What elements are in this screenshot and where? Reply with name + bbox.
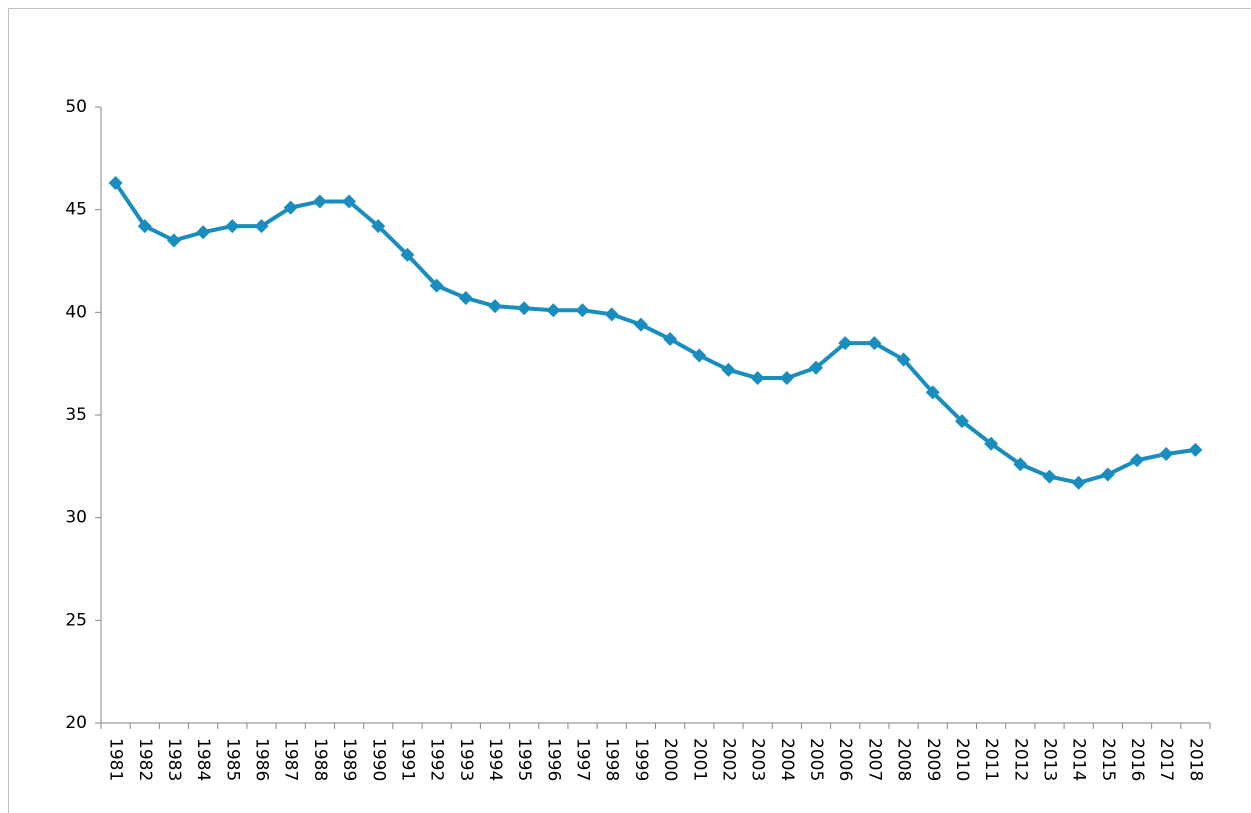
data-point bbox=[954, 414, 969, 429]
x-tick-label: 2012 bbox=[1010, 738, 1030, 781]
data-point bbox=[779, 371, 794, 386]
data-point bbox=[166, 233, 181, 248]
data-point bbox=[283, 200, 298, 215]
x-tick-label: 2016 bbox=[1127, 738, 1147, 781]
data-point bbox=[487, 299, 502, 314]
data-point bbox=[925, 385, 940, 400]
x-tick-label: 2004 bbox=[777, 738, 797, 781]
data-point bbox=[721, 362, 736, 377]
x-tick-label: 2006 bbox=[835, 738, 855, 781]
x-tick-label: 2009 bbox=[923, 738, 943, 781]
x-tick-label: 2002 bbox=[718, 738, 738, 781]
x-tick-label: 1988 bbox=[310, 738, 330, 781]
x-tick-label: 2000 bbox=[660, 738, 680, 781]
data-point bbox=[1130, 453, 1145, 468]
data-point bbox=[137, 219, 152, 234]
data-point bbox=[692, 348, 707, 363]
x-tick-label: 1998 bbox=[602, 738, 622, 781]
data-point bbox=[400, 247, 415, 262]
data-point bbox=[225, 219, 240, 234]
x-tick-label: 2001 bbox=[689, 738, 709, 781]
x-tick-label: 2017 bbox=[1156, 738, 1176, 781]
data-point bbox=[896, 352, 911, 367]
y-tick-label: 35 bbox=[65, 405, 87, 425]
x-tick-label: 1989 bbox=[339, 738, 359, 781]
x-tick-label: 1993 bbox=[456, 738, 476, 781]
data-point bbox=[342, 194, 357, 209]
data-point bbox=[517, 301, 532, 316]
data-point bbox=[809, 360, 824, 375]
data-point bbox=[838, 336, 853, 351]
data-point bbox=[663, 332, 678, 347]
data-point bbox=[604, 307, 619, 322]
data-point bbox=[984, 436, 999, 451]
data-point bbox=[546, 303, 561, 318]
data-point bbox=[196, 225, 211, 240]
data-line bbox=[113, 181, 1196, 485]
y-tick-label: 20 bbox=[65, 713, 87, 733]
x-tick-label: 1995 bbox=[514, 738, 534, 781]
data-point bbox=[867, 336, 882, 351]
chart-frame bbox=[8, 8, 1251, 813]
data-point bbox=[1071, 475, 1086, 490]
x-tick-label: 1981 bbox=[106, 738, 126, 781]
data-point bbox=[1188, 442, 1203, 457]
x-tick-label: 1996 bbox=[543, 738, 563, 781]
y-tick-label: 30 bbox=[65, 508, 87, 528]
data-point bbox=[458, 290, 473, 305]
x-tick-label: 2011 bbox=[981, 738, 1001, 781]
x-tick-label: 1986 bbox=[252, 738, 272, 781]
x-tick-label: 1987 bbox=[281, 738, 301, 781]
y-tick-label: 40 bbox=[65, 302, 87, 322]
x-tick-label: 2010 bbox=[952, 738, 972, 781]
y-tick-label: 50 bbox=[65, 97, 87, 117]
x-tick-label: 2018 bbox=[1185, 738, 1205, 781]
data-point bbox=[1159, 447, 1174, 462]
x-tick-label: 2014 bbox=[1069, 738, 1089, 781]
x-tick-label: 1982 bbox=[135, 738, 155, 781]
x-tick-label: 2015 bbox=[1098, 738, 1118, 781]
data-point bbox=[312, 194, 327, 209]
data-point bbox=[429, 278, 444, 293]
x-tick-label: 1984 bbox=[193, 738, 213, 781]
data-point bbox=[575, 303, 590, 318]
x-tick-label: 1991 bbox=[397, 738, 417, 781]
y-tick-label: 25 bbox=[65, 610, 87, 630]
x-tick-label: 2003 bbox=[748, 738, 768, 781]
data-point bbox=[1013, 457, 1028, 472]
data-point bbox=[1042, 469, 1057, 484]
x-tick-label: 2008 bbox=[894, 738, 914, 781]
x-tick-label: 2013 bbox=[1039, 738, 1059, 781]
data-point bbox=[254, 219, 269, 234]
x-tick-label: 2007 bbox=[864, 738, 884, 781]
x-tick-label: 1985 bbox=[222, 738, 242, 781]
x-tick-label: 1997 bbox=[573, 738, 593, 781]
x-tick-label: 1983 bbox=[164, 738, 184, 781]
x-tick-label: 1992 bbox=[427, 738, 447, 781]
data-point bbox=[371, 219, 386, 234]
data-point bbox=[633, 317, 648, 332]
data-point bbox=[750, 371, 765, 386]
data-point bbox=[108, 175, 123, 190]
x-tick-label: 1999 bbox=[631, 738, 651, 781]
x-tick-label: 1994 bbox=[485, 738, 505, 781]
x-tick-label: 2005 bbox=[806, 738, 826, 781]
data-point bbox=[1100, 467, 1115, 482]
x-tick-label: 1990 bbox=[368, 738, 388, 781]
y-tick-label: 45 bbox=[65, 200, 87, 220]
